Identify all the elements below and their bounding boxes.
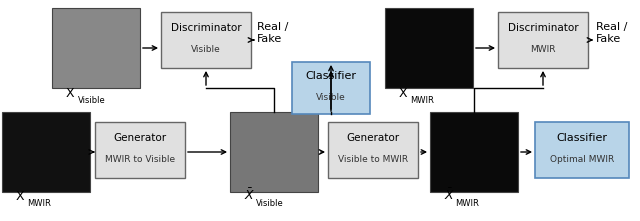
Text: $\bar{X}$: $\bar{X}$ xyxy=(444,187,455,203)
Text: Generator: Generator xyxy=(346,133,399,143)
Text: Real /
Fake: Real / Fake xyxy=(257,22,289,44)
Bar xyxy=(52,8,140,88)
Text: X: X xyxy=(66,87,75,100)
Bar xyxy=(498,12,588,68)
Text: Visible to MWIR: Visible to MWIR xyxy=(338,155,408,164)
Bar xyxy=(385,8,473,88)
Bar xyxy=(292,62,370,114)
Bar xyxy=(161,12,251,68)
Text: MWIR: MWIR xyxy=(456,198,479,208)
Text: Classifier: Classifier xyxy=(305,71,356,81)
Text: MWIR: MWIR xyxy=(410,95,435,105)
Text: Visible: Visible xyxy=(191,46,221,54)
Bar xyxy=(535,122,629,178)
Text: Real /
Fake: Real / Fake xyxy=(596,22,627,44)
Text: Discriminator: Discriminator xyxy=(508,23,579,33)
Text: MWIR: MWIR xyxy=(28,198,51,208)
Text: Visible: Visible xyxy=(316,93,346,103)
Text: Visible: Visible xyxy=(77,95,105,105)
Text: Discriminator: Discriminator xyxy=(171,23,241,33)
Text: Optimal MWIR: Optimal MWIR xyxy=(550,155,614,164)
Text: Generator: Generator xyxy=(113,133,166,143)
Text: X: X xyxy=(16,190,24,203)
Text: MWIR to Visible: MWIR to Visible xyxy=(105,155,175,164)
Bar xyxy=(95,122,185,178)
Bar xyxy=(230,112,318,192)
Bar xyxy=(430,112,518,192)
Text: Visible: Visible xyxy=(255,198,284,208)
Text: MWIR: MWIR xyxy=(531,46,556,54)
Bar xyxy=(2,112,90,192)
Bar xyxy=(328,122,418,178)
Text: X: X xyxy=(399,87,408,100)
Text: $\bar{X}$: $\bar{X}$ xyxy=(244,187,255,203)
Text: Classifier: Classifier xyxy=(557,133,607,143)
